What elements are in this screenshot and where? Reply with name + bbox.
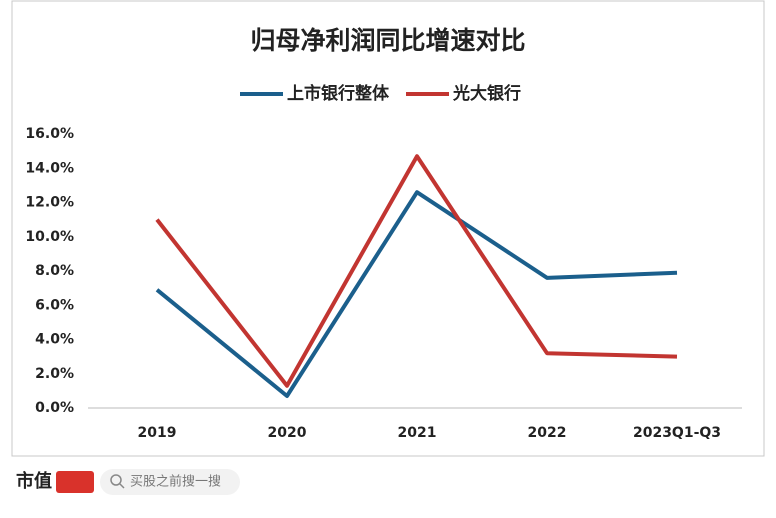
chart-frame [11,0,765,457]
x-tick-label: 2022 [528,425,567,441]
series-line [155,154,678,388]
y-tick-label: 0.0% [35,400,74,416]
y-tick-label: 4.0% [35,332,74,348]
search-placeholder: 买股之前搜一搜 [130,474,221,490]
x-tick-label: 2019 [138,425,177,441]
series-line [155,190,678,399]
search-icon [119,483,125,489]
search-icon [110,474,122,486]
y-tick-label: 16.0% [25,126,74,142]
y-tick-label: 10.0% [25,229,74,245]
y-tick-label: 12.0% [25,195,74,211]
legend-label: 光大银行 [452,83,521,104]
y-tick-label: 2.0% [35,366,74,382]
legend-label: 上市银行整体 [287,83,390,104]
y-tick-label: 6.0% [35,297,74,313]
x-tick-label: 2020 [268,425,307,441]
chart-title: 归母净利润同比增速对比 [250,26,525,55]
x-tick-label: 2021 [398,425,437,441]
search-box[interactable] [100,469,240,495]
logo-text: 市值 [16,470,52,492]
y-tick-label: 8.0% [35,263,74,279]
x-tick-label: 2023Q1-Q3 [633,425,721,441]
logo-mark [56,471,94,493]
footer: 市值 买股之前搜一搜 [16,469,240,495]
y-tick-label: 14.0% [25,160,74,176]
